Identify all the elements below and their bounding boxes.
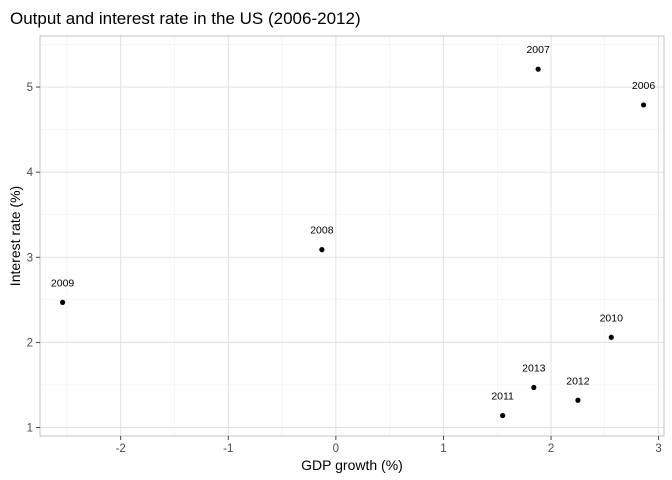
data-point-label: 2008: [310, 225, 334, 237]
y-tick-label: 2: [27, 337, 33, 349]
data-point: [500, 412, 506, 419]
x-tick-label: 2: [548, 443, 554, 455]
data-point: [640, 102, 647, 108]
y-tick-label: 5: [27, 82, 33, 94]
x-tick-label: 1: [440, 443, 446, 455]
y-tick-label: 3: [27, 252, 33, 264]
y-tick-label: 1: [27, 422, 33, 434]
x-tick-label: 0: [333, 443, 339, 455]
data-point-label: 2013: [522, 362, 546, 374]
data-points: 2006 2007 2008 2009 2010 2011 2012 2013: [51, 44, 656, 419]
x-tick-label: -2: [116, 443, 126, 455]
data-point: [575, 397, 581, 403]
chart-title: Output and interest rate in the US (2006…: [10, 9, 361, 28]
data-point: [608, 334, 614, 340]
x-tick-label: -1: [223, 443, 233, 455]
data-point-label: 2006: [632, 80, 656, 92]
x-axis-title: GDP growth (%): [301, 457, 403, 473]
data-point-label: 2011: [491, 391, 514, 403]
axis-ticks: -2 -1 0 1 2 3 1 2 3 4 5: [27, 82, 662, 455]
y-axis-title: Interest rate (%): [7, 186, 23, 286]
data-point-label: 2010: [600, 312, 624, 324]
data-point-label: 2012: [566, 375, 590, 387]
data-point: [535, 66, 541, 72]
data-point: [531, 384, 537, 391]
x-tick-label: 3: [655, 443, 661, 455]
data-point-label: 2009: [51, 277, 75, 289]
data-point-label: 2007: [526, 44, 550, 56]
y-tick-label: 4: [27, 167, 34, 179]
data-point: [59, 299, 66, 305]
grid-lines: [40, 36, 664, 436]
data-point: [319, 247, 325, 253]
plot-panel: [39, 35, 665, 437]
